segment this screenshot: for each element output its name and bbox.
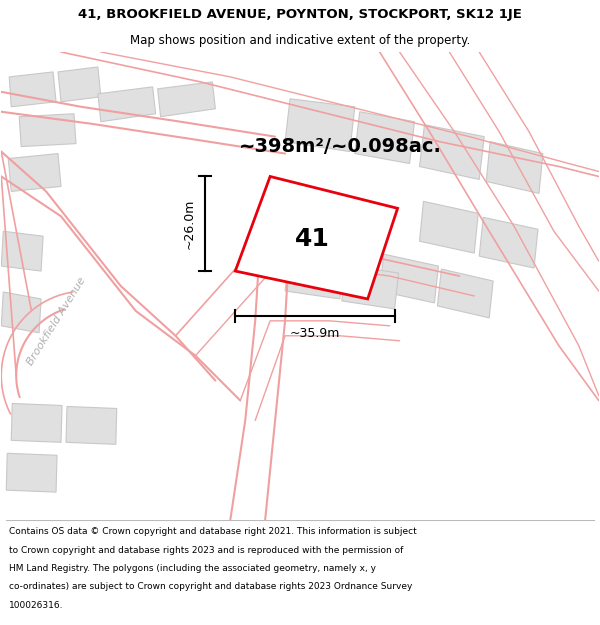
- Polygon shape: [285, 256, 344, 299]
- Polygon shape: [419, 201, 478, 253]
- Polygon shape: [479, 217, 538, 268]
- Polygon shape: [342, 265, 398, 309]
- Polygon shape: [419, 125, 484, 179]
- Text: ~398m²/~0.098ac.: ~398m²/~0.098ac.: [238, 137, 441, 156]
- Polygon shape: [58, 67, 101, 102]
- Text: 41: 41: [295, 227, 330, 251]
- Text: Brookfield Avenue: Brookfield Avenue: [25, 275, 87, 367]
- Polygon shape: [158, 82, 215, 117]
- Text: 100026316.: 100026316.: [9, 601, 64, 610]
- Text: Map shows position and indicative extent of the property.: Map shows position and indicative extent…: [130, 34, 470, 47]
- Polygon shape: [355, 112, 415, 164]
- Text: ~35.9m: ~35.9m: [290, 328, 340, 340]
- Text: HM Land Registry. The polygons (including the associated geometry, namely x, y: HM Land Registry. The polygons (includin…: [9, 564, 376, 573]
- Text: ~26.0m: ~26.0m: [183, 199, 196, 249]
- Polygon shape: [486, 142, 543, 193]
- Polygon shape: [98, 87, 155, 122]
- Polygon shape: [285, 99, 355, 152]
- Polygon shape: [9, 72, 56, 107]
- Polygon shape: [235, 176, 398, 299]
- Text: Contains OS data © Crown copyright and database right 2021. This information is : Contains OS data © Crown copyright and d…: [9, 528, 417, 536]
- Text: 41, BROOKFIELD AVENUE, POYNTON, STOCKPORT, SK12 1JE: 41, BROOKFIELD AVENUE, POYNTON, STOCKPOR…: [78, 8, 522, 21]
- Polygon shape: [11, 404, 62, 442]
- Polygon shape: [437, 269, 493, 318]
- Text: to Crown copyright and database rights 2023 and is reproduced with the permissio: to Crown copyright and database rights 2…: [9, 546, 403, 555]
- Polygon shape: [1, 292, 41, 332]
- Polygon shape: [6, 453, 57, 492]
- Text: co-ordinates) are subject to Crown copyright and database rights 2023 Ordnance S: co-ordinates) are subject to Crown copyr…: [9, 582, 412, 591]
- Polygon shape: [66, 406, 117, 444]
- Polygon shape: [8, 154, 61, 191]
- Polygon shape: [19, 114, 76, 147]
- Polygon shape: [1, 231, 43, 271]
- Polygon shape: [380, 254, 439, 303]
